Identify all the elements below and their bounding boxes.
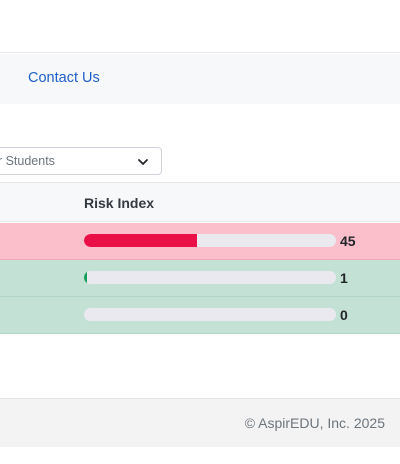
risk-index-value: 0 [340,307,348,323]
risk-index-bar [84,271,336,284]
student-filter-select[interactable]: er Students [0,147,162,175]
nav-link-contact-us[interactable]: Contact Us [28,70,100,86]
risk-index-bar-fill [84,271,87,284]
table-row: 0 [0,297,400,334]
risk-index-bar-fill [84,234,198,247]
student-filter-value: er Students [0,154,55,168]
chevron-down-icon [138,159,148,165]
column-header-risk-index[interactable]: Risk Index [84,195,155,211]
table-row: 45 [0,223,400,260]
top-strip [0,0,400,53]
table-row: 1 [0,260,400,297]
table-header: Risk Index [0,182,400,222]
risk-index-value: 1 [340,270,348,286]
footer-copyright: © AspirEDU, Inc. 2025 [244,415,385,431]
risk-index-bar [84,234,336,247]
nav-bar: rts Contact Us [0,54,400,104]
footer: © AspirEDU, Inc. 2025 [0,398,400,447]
risk-index-bar [84,308,336,321]
risk-index-value: 45 [340,233,356,249]
